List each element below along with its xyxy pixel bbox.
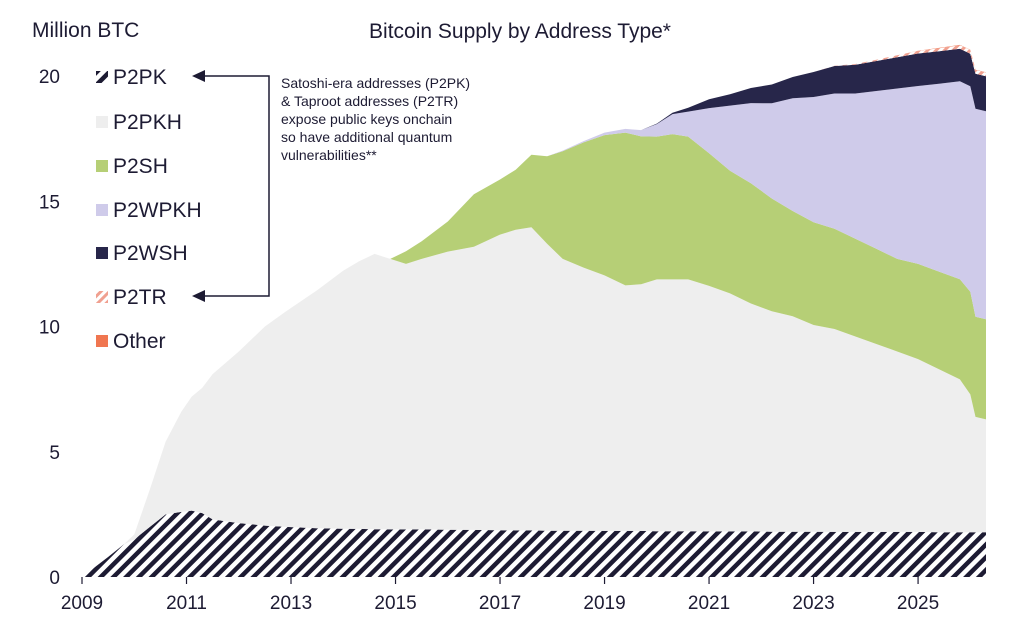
legend-item-p2wpkh: P2WPKH: [96, 199, 202, 222]
annotation-line: Satoshi-era addresses (P2PK): [281, 75, 470, 91]
legend-label: P2WPKH: [113, 199, 202, 222]
x-tick-label: 2011: [166, 593, 207, 614]
x-tick-label: 2019: [583, 593, 625, 614]
legend: P2PK P2PKH P2SH P2WPKH P2WSH P2TR Other: [96, 66, 202, 353]
legend-item-p2wsh: P2WSH: [96, 242, 188, 265]
annotation-line: so have additional quantum: [281, 129, 452, 145]
annotation-text: Satoshi-era addresses (P2PK) & Taproot ad…: [281, 75, 470, 163]
legend-label: P2SH: [113, 155, 168, 178]
x-tick-label: 2009: [61, 593, 103, 614]
arrow-head-p2pk: [192, 70, 205, 82]
x-tick-label: 2013: [270, 593, 312, 614]
chart-title: Bitcoin Supply by Address Type*: [369, 20, 671, 43]
legend-item-p2pk: P2PK: [96, 66, 167, 89]
y-axis-title: Million BTC: [32, 19, 139, 42]
y-tick-label: 15: [39, 192, 60, 213]
legend-swatch: [96, 291, 108, 303]
x-tick-label: 2021: [688, 593, 730, 614]
x-tick-label: 2015: [374, 593, 416, 614]
x-tick-label: 2017: [479, 593, 521, 614]
legend-label: P2PK: [113, 66, 167, 89]
y-tick-label: 0: [49, 568, 60, 589]
legend-item-other: Other: [96, 330, 166, 353]
legend-label: P2WSH: [113, 242, 188, 265]
legend-item-p2tr: P2TR: [96, 286, 167, 309]
x-tick-labels: 2009 2011 2013 2015 2017 2019 2021 2023 2025: [61, 577, 939, 614]
areas-layer: [82, 44, 986, 578]
y-tick-label: 10: [39, 318, 60, 339]
legend-swatch: [96, 247, 108, 259]
legend-swatch: [96, 160, 108, 172]
y-tick-labels: 0 5 10 15 20: [39, 67, 60, 589]
area-series-p2wpkh: [82, 81, 986, 578]
legend-label: P2TR: [113, 286, 167, 309]
legend-swatch: [96, 204, 108, 216]
annotation-line: & Taproot addresses (P2TR): [281, 93, 458, 109]
legend-label: P2PKH: [113, 111, 182, 134]
annotation-bracket: [192, 70, 270, 302]
legend-swatch: [96, 116, 108, 128]
annotation-bracket-line: [205, 75, 270, 297]
legend-item-p2pkh: P2PKH: [96, 111, 182, 134]
annotation-line: expose public keys onchain: [281, 111, 452, 127]
legend-swatch: [96, 335, 108, 347]
area-series-p2pk: [82, 510, 986, 577]
area-series-p2pkh: [82, 227, 986, 578]
legend-item-p2sh: P2SH: [96, 155, 168, 178]
x-tick-label: 2023: [792, 593, 834, 614]
area-series-p2sh: [82, 132, 986, 577]
arrow-head-p2tr: [192, 290, 205, 302]
legend-label: Other: [113, 330, 166, 353]
y-tick-label: 20: [39, 67, 60, 88]
legend-swatch: [96, 71, 108, 83]
annotation-line: vulnerabilities**: [281, 147, 377, 163]
x-tick-label: 2025: [897, 593, 939, 614]
y-tick-label: 5: [49, 443, 60, 464]
